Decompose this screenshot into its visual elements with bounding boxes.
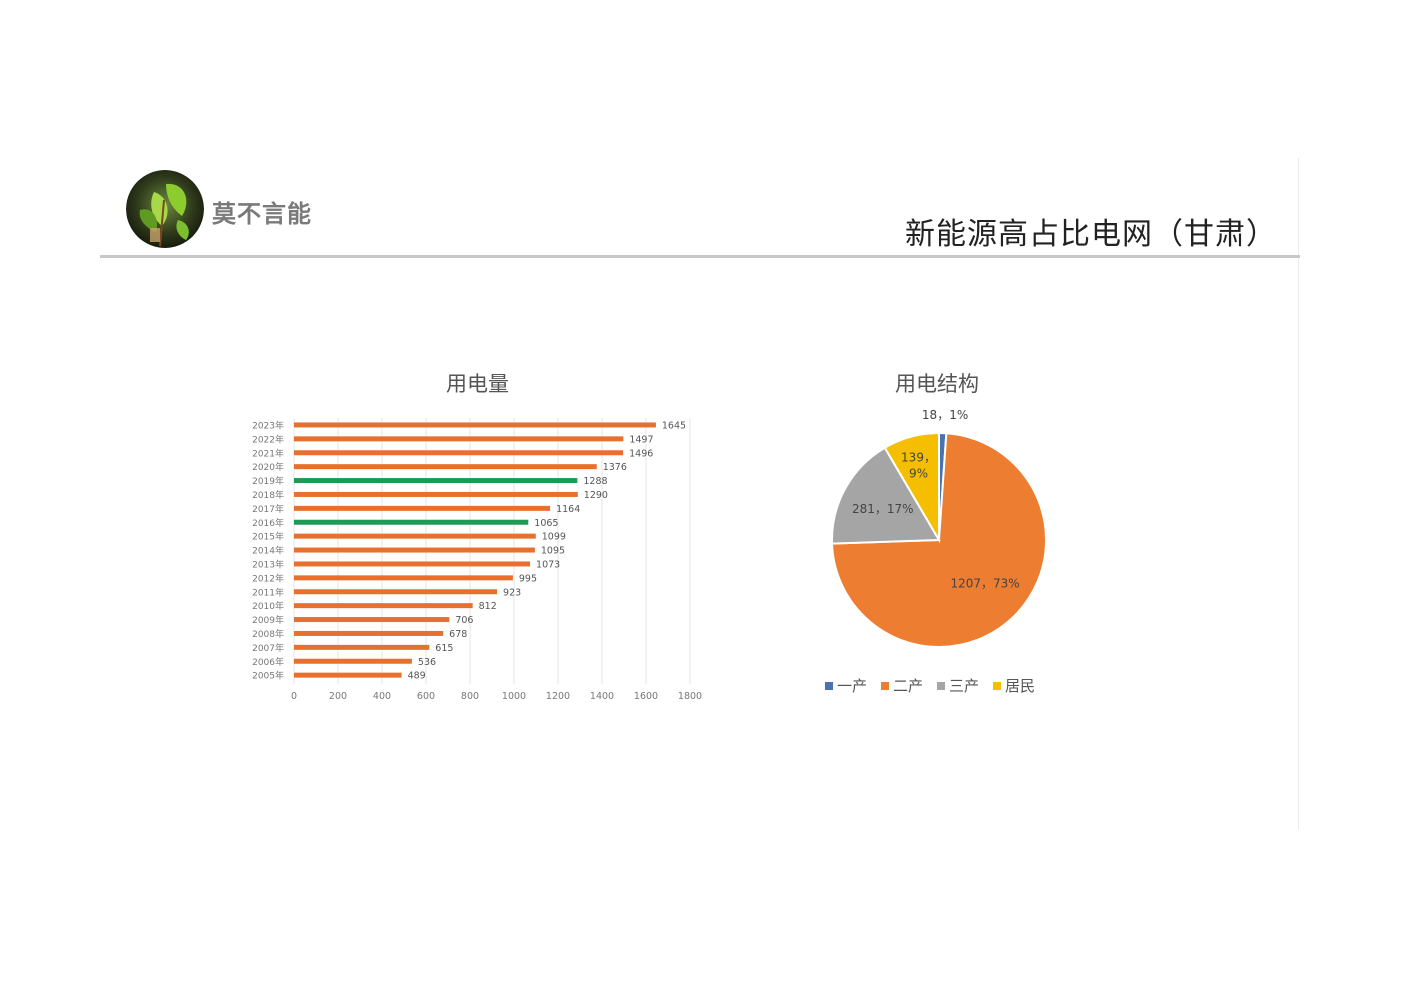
header-divider bbox=[100, 255, 1300, 258]
y-tick-label: 2018年 bbox=[252, 489, 284, 501]
legend-label: 居民 bbox=[1005, 677, 1036, 695]
x-tick-label: 1000 bbox=[502, 691, 526, 702]
legend-item: 居民 bbox=[993, 675, 1035, 696]
legend-label: 一产 bbox=[837, 677, 868, 695]
bar-data-label: 1099 bbox=[542, 532, 566, 543]
x-tick-label: 1200 bbox=[546, 691, 570, 702]
bar-chart-title: 用电量 bbox=[446, 372, 509, 396]
pie-data-label: 281，17% bbox=[852, 502, 914, 516]
bar-chart: 0 200 400 600 800 1000 1200 1400 1600 1800 2023年 16… bbox=[252, 418, 702, 702]
pie-data-label: 139， bbox=[901, 451, 936, 465]
y-tick-label: 2021年 bbox=[252, 447, 284, 459]
y-tick-label: 2012年 bbox=[252, 572, 284, 584]
bar-data-label: 1497 bbox=[629, 434, 653, 445]
x-tick-label: 400 bbox=[373, 691, 391, 702]
bar bbox=[294, 630, 444, 636]
bar bbox=[294, 561, 531, 567]
bar bbox=[294, 422, 656, 428]
y-tick-label: 2009年 bbox=[252, 614, 284, 626]
bar bbox=[294, 436, 624, 442]
y-tick-label: 2016年 bbox=[252, 517, 284, 529]
y-tick-label: 2017年 bbox=[252, 503, 284, 515]
pie-legend: 一产 二产 三产 居民 bbox=[825, 675, 1035, 696]
bar bbox=[294, 658, 412, 664]
bar-data-label: 489 bbox=[408, 671, 426, 682]
y-tick-label: 2014年 bbox=[252, 545, 284, 557]
legend-label: 三产 bbox=[949, 677, 980, 695]
bar-data-label: 706 bbox=[455, 615, 473, 626]
x-tick-label: 1600 bbox=[634, 691, 658, 702]
bar bbox=[294, 589, 498, 595]
bar-data-label: 615 bbox=[435, 643, 453, 654]
pie-data-label: 9% bbox=[909, 467, 928, 481]
bar-data-label: 1073 bbox=[536, 559, 560, 570]
bar-data-label: 1376 bbox=[603, 462, 627, 473]
bar-data-label: 923 bbox=[503, 587, 521, 598]
bar bbox=[294, 672, 402, 678]
y-tick-label: 2008年 bbox=[252, 628, 284, 640]
legend-item: 三产 bbox=[937, 675, 979, 696]
slide-edge bbox=[1298, 158, 1299, 830]
pie-data-label: 18，1% bbox=[922, 408, 968, 422]
bar bbox=[294, 519, 529, 525]
legend-swatch bbox=[937, 681, 946, 690]
pie-data-label: 1207，73% bbox=[950, 577, 1019, 591]
bar bbox=[294, 450, 624, 456]
y-tick-label: 2023年 bbox=[252, 419, 284, 431]
bar-data-label: 1290 bbox=[584, 490, 608, 501]
bar-data-label: 1496 bbox=[629, 448, 653, 459]
x-tick-label: 1400 bbox=[590, 691, 614, 702]
page-title: 新能源高占比电网（甘肃） bbox=[905, 217, 1277, 252]
bar bbox=[294, 617, 450, 623]
y-tick-label: 2019年 bbox=[252, 475, 284, 487]
bar-data-label: 1645 bbox=[662, 420, 686, 431]
brand-name: 莫不言能 bbox=[212, 200, 312, 228]
legend-item: 一产 bbox=[825, 675, 867, 696]
y-tick-label: 2007年 bbox=[252, 642, 284, 654]
pie-slice bbox=[883, 431, 940, 544]
bar bbox=[294, 505, 551, 511]
y-tick-label: 2015年 bbox=[252, 531, 284, 543]
bar bbox=[294, 491, 578, 497]
bar-data-label: 1095 bbox=[541, 546, 565, 557]
leaf-logo-icon bbox=[126, 170, 204, 248]
bar bbox=[294, 575, 513, 581]
y-tick-label: 2013年 bbox=[252, 558, 284, 570]
y-tick-label: 2005年 bbox=[252, 670, 284, 682]
bar-data-label: 1288 bbox=[583, 476, 607, 487]
bar bbox=[294, 603, 473, 609]
bar-data-label: 678 bbox=[449, 629, 467, 640]
bar bbox=[294, 478, 578, 484]
legend-swatch bbox=[993, 681, 1002, 690]
x-tick-label: 200 bbox=[329, 691, 347, 702]
legend-item: 二产 bbox=[881, 675, 923, 696]
bar-data-label: 812 bbox=[479, 601, 497, 612]
x-tick-label: 0 bbox=[291, 691, 297, 702]
y-tick-label: 2011年 bbox=[252, 586, 284, 598]
bar-data-label: 1065 bbox=[534, 518, 558, 529]
brand-logo bbox=[126, 170, 204, 248]
y-tick-label: 2010年 bbox=[252, 600, 284, 612]
bar bbox=[294, 547, 535, 553]
legend-swatch bbox=[881, 681, 890, 690]
bar bbox=[294, 464, 597, 470]
x-tick-label: 800 bbox=[461, 691, 479, 702]
y-tick-label: 2022年 bbox=[252, 433, 284, 445]
bar bbox=[294, 533, 536, 539]
x-tick-label: 600 bbox=[417, 691, 435, 702]
bar-data-label: 536 bbox=[418, 657, 436, 668]
pie-slice bbox=[831, 446, 941, 545]
pie-chart: 18，1% 1207，73% 281，17% 139， 9% bbox=[831, 408, 1047, 648]
bar-data-label: 995 bbox=[519, 573, 537, 584]
legend-label: 二产 bbox=[893, 677, 924, 695]
bar-data-label: 1164 bbox=[556, 504, 580, 515]
y-tick-label: 2006年 bbox=[252, 656, 284, 668]
legend-swatch bbox=[825, 681, 833, 690]
bar bbox=[294, 644, 430, 650]
pie-chart-title: 用电结构 bbox=[895, 372, 979, 396]
y-tick-label: 2020年 bbox=[252, 461, 284, 473]
x-tick-label: 1800 bbox=[678, 691, 702, 702]
